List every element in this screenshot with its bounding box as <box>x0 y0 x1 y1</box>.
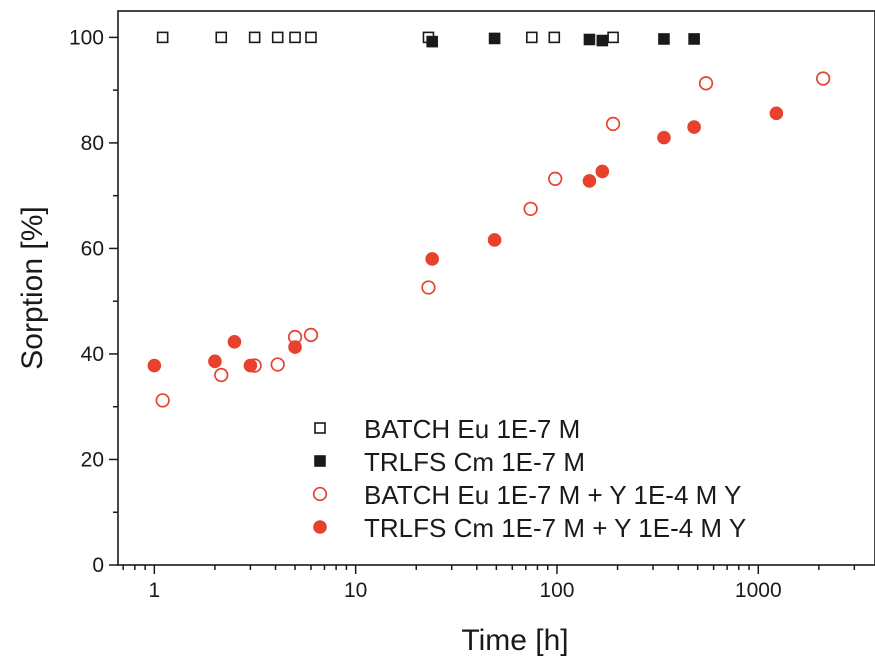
data-point <box>156 31 169 44</box>
y-axis-title: Sorption [%] <box>16 206 49 369</box>
legend-label: BATCH Eu 1E-7 M + Y 1E-4 M Y <box>364 480 741 510</box>
data-point <box>583 33 596 46</box>
legend-item: TRLFS Cm 1E-7 M <box>314 447 585 477</box>
y-tick-label: 40 <box>81 343 104 366</box>
data-point <box>698 76 714 91</box>
data-point <box>657 130 671 145</box>
x-tick-label: 1 <box>148 579 160 602</box>
data-point <box>155 393 170 408</box>
legend-item: TRLFS Cm 1E-7 M + Y 1E-4 M Y <box>313 513 746 543</box>
legend-item: BATCH Eu 1E-7 M + Y 1E-4 M Y <box>312 480 741 510</box>
data-point <box>303 327 319 343</box>
data-point <box>208 354 222 369</box>
data-point <box>607 31 619 44</box>
legend-item: BATCH Eu 1E-7 M <box>314 414 580 444</box>
data-point <box>288 340 302 354</box>
data-point <box>548 171 563 186</box>
data-point <box>687 120 701 134</box>
data-point <box>523 201 538 217</box>
x-axis: 1 10 100 1000 <box>122 565 856 602</box>
data-point <box>270 357 285 372</box>
y-tick-label: 20 <box>81 448 104 471</box>
legend-marker <box>312 486 328 502</box>
data-point <box>582 174 597 188</box>
data-point <box>605 116 621 132</box>
data-point <box>305 31 317 44</box>
data-point <box>658 33 670 45</box>
legend-marker <box>314 422 326 434</box>
x-tick-label: 1000 <box>735 579 782 602</box>
data-point <box>425 252 439 266</box>
y-tick-label: 100 <box>69 26 104 49</box>
x-tick-label: 10 <box>344 579 367 602</box>
data-point <box>243 358 258 373</box>
data-point <box>815 71 831 86</box>
data-point <box>595 164 610 179</box>
data-point <box>289 31 301 44</box>
legend-label: TRLFS Cm 1E-7 M <box>364 447 585 477</box>
data-point <box>215 31 228 44</box>
legend-marker <box>313 520 327 534</box>
y-tick-label: 0 <box>92 554 104 577</box>
y-tick-label: 80 <box>81 132 104 155</box>
data-points <box>147 31 831 408</box>
data-point <box>426 35 438 48</box>
data-point <box>488 32 501 45</box>
legend-label: TRLFS Cm 1E-7 M + Y 1E-4 M Y <box>364 513 746 543</box>
series-2 <box>426 32 700 48</box>
data-point <box>421 280 436 295</box>
series-1 <box>156 31 619 44</box>
x-tick-label: 100 <box>539 579 574 602</box>
data-point <box>227 335 242 349</box>
data-point <box>487 233 502 247</box>
y-tick-label: 60 <box>81 237 104 260</box>
data-point <box>214 367 229 383</box>
data-point <box>526 31 538 44</box>
data-point <box>248 31 261 44</box>
data-point <box>271 31 284 44</box>
data-point <box>548 31 561 44</box>
data-point <box>769 106 784 121</box>
data-point <box>688 33 700 45</box>
data-point <box>147 358 162 373</box>
x-axis-title: Time [h] <box>461 624 568 657</box>
series-3 <box>155 71 831 408</box>
series-4 <box>147 106 784 373</box>
data-point <box>596 34 609 47</box>
legend-label: BATCH Eu 1E-7 M <box>364 414 580 444</box>
y-axis: 0 20 40 60 80 100 <box>69 26 118 577</box>
legend-marker <box>314 455 326 467</box>
